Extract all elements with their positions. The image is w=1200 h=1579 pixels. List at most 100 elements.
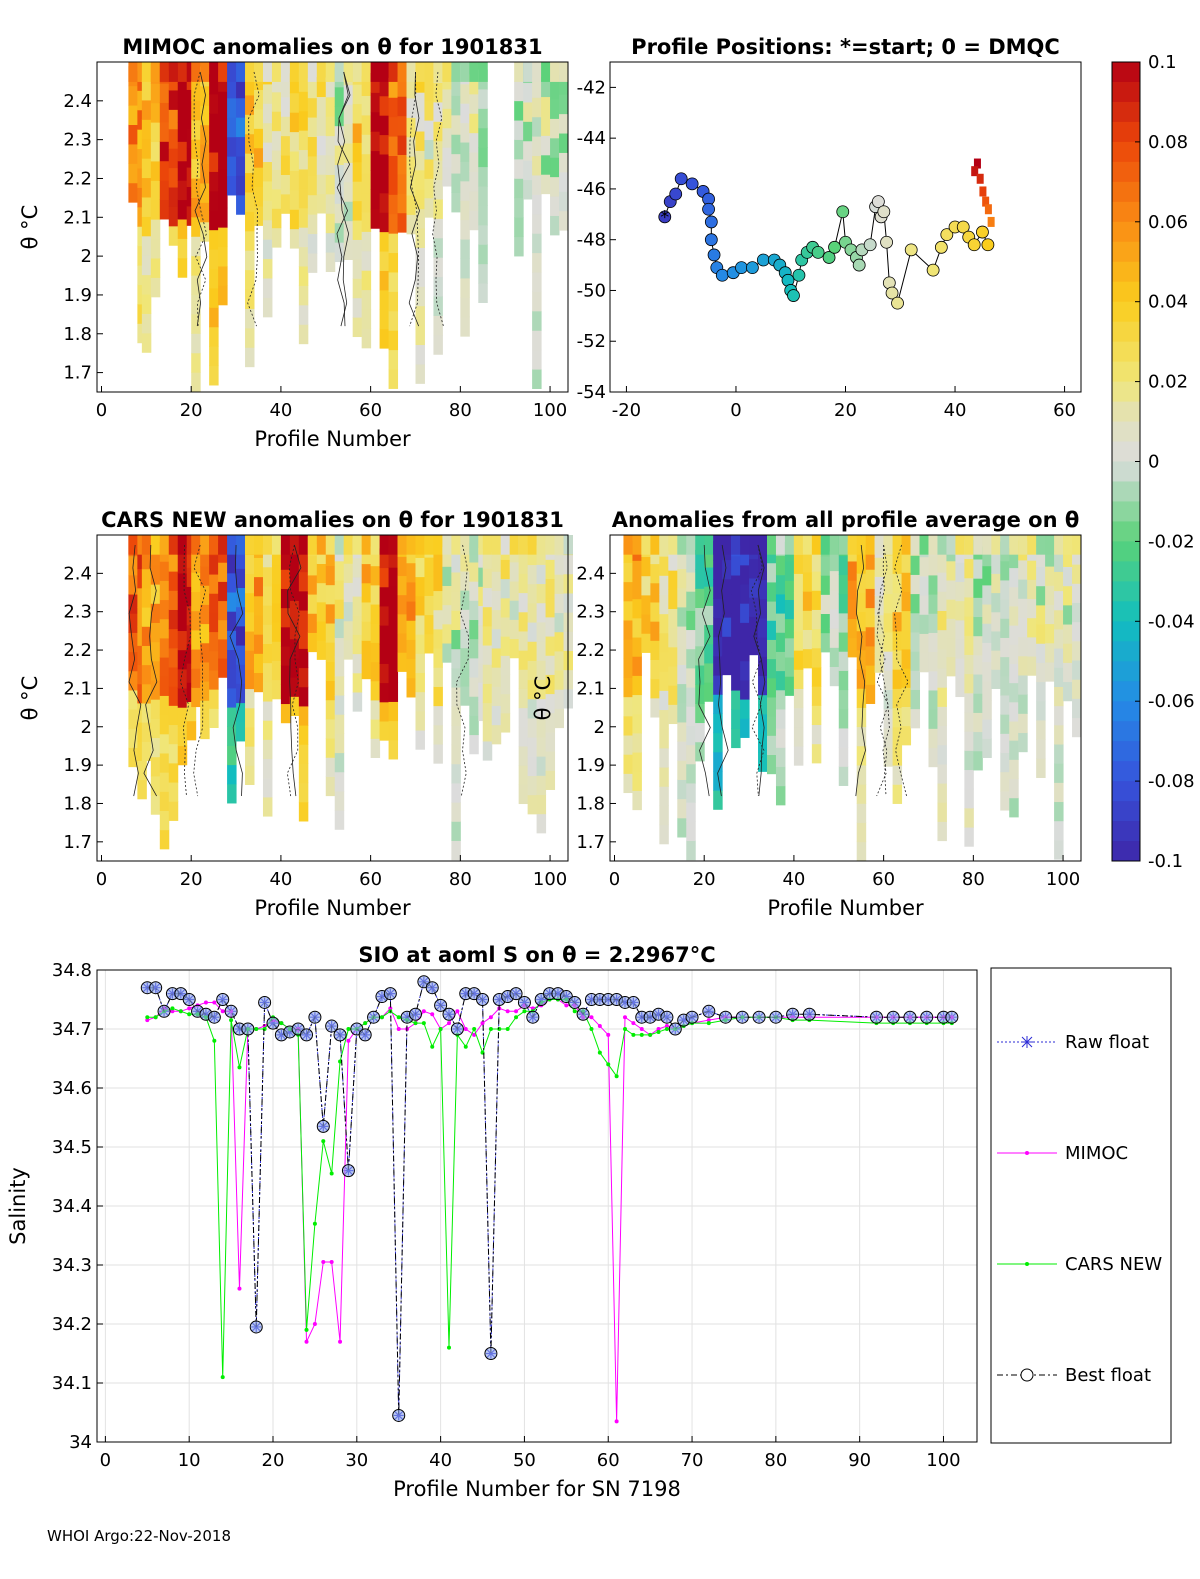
contour-line — [432, 71, 444, 327]
heatmap-cell — [919, 633, 929, 654]
heatmap-cell — [973, 712, 983, 733]
heatmap-cell — [442, 604, 452, 625]
data-point — [706, 1018, 711, 1023]
heatmap-cell — [262, 643, 273, 664]
heatmap-cell — [245, 211, 255, 232]
heatmap-cell — [298, 168, 309, 189]
data-point — [639, 1032, 644, 1037]
axes-frame — [609, 534, 1082, 862]
data-point — [514, 1015, 519, 1020]
heatmap-cell — [1054, 590, 1064, 611]
heatmap-cell — [518, 592, 529, 613]
heatmap-cell — [280, 569, 291, 589]
heatmap-cell — [820, 575, 831, 595]
heatmap-cell — [937, 706, 947, 727]
profile-point — [880, 235, 893, 249]
profile-point — [658, 210, 672, 224]
heatmap-cell — [227, 592, 237, 612]
heatmap-cell — [141, 626, 152, 646]
data-point — [589, 1027, 594, 1031]
heatmap-cell — [334, 535, 345, 555]
heatmap-cell — [740, 699, 750, 719]
data-point — [463, 1027, 468, 1031]
heatmap-cell — [200, 62, 210, 82]
y-tick-label: 1.9 — [63, 285, 92, 306]
heatmap-cell — [460, 83, 470, 104]
heatmap-cell — [200, 642, 210, 663]
heatmap-cell — [1009, 740, 1019, 760]
heatmap-cell — [245, 631, 255, 651]
data-point — [203, 1000, 208, 1005]
heatmap-cell — [793, 669, 804, 689]
heatmap-cell — [811, 724, 822, 745]
heatmap-cell — [128, 85, 138, 106]
heatmap-cell — [433, 686, 443, 707]
colorbar-cell — [1112, 481, 1140, 502]
data-point — [338, 1059, 343, 1064]
heatmap-cell — [325, 757, 336, 777]
data-point — [258, 995, 272, 1009]
data-point — [170, 1009, 175, 1014]
heatmap-cell — [397, 76, 408, 97]
heatmap-cell — [491, 535, 502, 555]
heatmap-cell — [632, 656, 642, 676]
heatmap-cell — [536, 602, 547, 623]
heatmap-cell — [955, 600, 965, 621]
heatmap-cell — [955, 581, 965, 602]
profile-point — [934, 240, 948, 254]
heatmap-cell — [758, 617, 768, 638]
heatmap-cell — [141, 722, 152, 742]
heatmap-cell — [545, 751, 556, 771]
heatmap-cell — [388, 739, 399, 760]
heatmap-cell — [379, 682, 390, 703]
heatmap-cell — [802, 552, 813, 573]
heatmap-cell — [802, 629, 813, 650]
heatmap-cell — [209, 132, 219, 153]
data-point — [220, 1375, 225, 1380]
heatmap-cell — [168, 109, 179, 130]
heatmap-cell — [892, 726, 903, 747]
colorbar-cell — [1112, 161, 1140, 183]
heatmap-cell — [406, 136, 416, 157]
heatmap-cell — [227, 553, 237, 574]
heatmap-cell — [982, 661, 992, 682]
heatmap-cell — [316, 154, 327, 175]
heatmap-cell — [262, 142, 273, 163]
heatmap-cell — [1063, 547, 1073, 568]
data-point — [241, 1022, 255, 1036]
heatmap-cell — [245, 133, 255, 154]
heatmap-cell — [1054, 667, 1064, 687]
x-tick-label: 20 — [262, 1450, 285, 1471]
y-axis-label: θ °C — [18, 676, 42, 721]
contour-line — [876, 544, 889, 797]
heatmap-cell — [433, 198, 443, 219]
data-point — [597, 1050, 602, 1055]
x-tick-label: 60 — [872, 869, 895, 890]
heatmap-cell — [388, 701, 399, 722]
heatmap-cell — [451, 95, 461, 116]
heatmap-cell — [469, 171, 479, 192]
heatmap-cell — [955, 562, 965, 582]
heatmap-cell — [352, 181, 363, 202]
heatmap-cell — [334, 637, 345, 658]
heatmap-cell — [946, 535, 956, 555]
profile-point — [984, 204, 992, 215]
heatmap-cell — [361, 582, 372, 603]
heatmap-cell — [865, 665, 876, 685]
heatmap-cell — [1054, 839, 1064, 860]
heatmap-cell — [955, 639, 965, 659]
heatmap-cell — [509, 535, 520, 555]
heatmap-cell — [343, 143, 354, 163]
heatmap-cell — [307, 214, 318, 235]
heatmap-cell — [388, 369, 399, 389]
heatmap-cell — [964, 827, 974, 847]
heatmap-cell — [262, 758, 273, 779]
heatmap-cell — [271, 583, 282, 604]
heatmap-cell — [379, 309, 390, 330]
heatmap-cell — [361, 211, 372, 232]
heatmap-cell — [325, 546, 336, 566]
heatmap-cell — [1018, 535, 1028, 555]
heatmap-cell — [731, 632, 741, 653]
heatmap-cell — [379, 251, 390, 271]
heatmap-cell — [442, 108, 452, 129]
